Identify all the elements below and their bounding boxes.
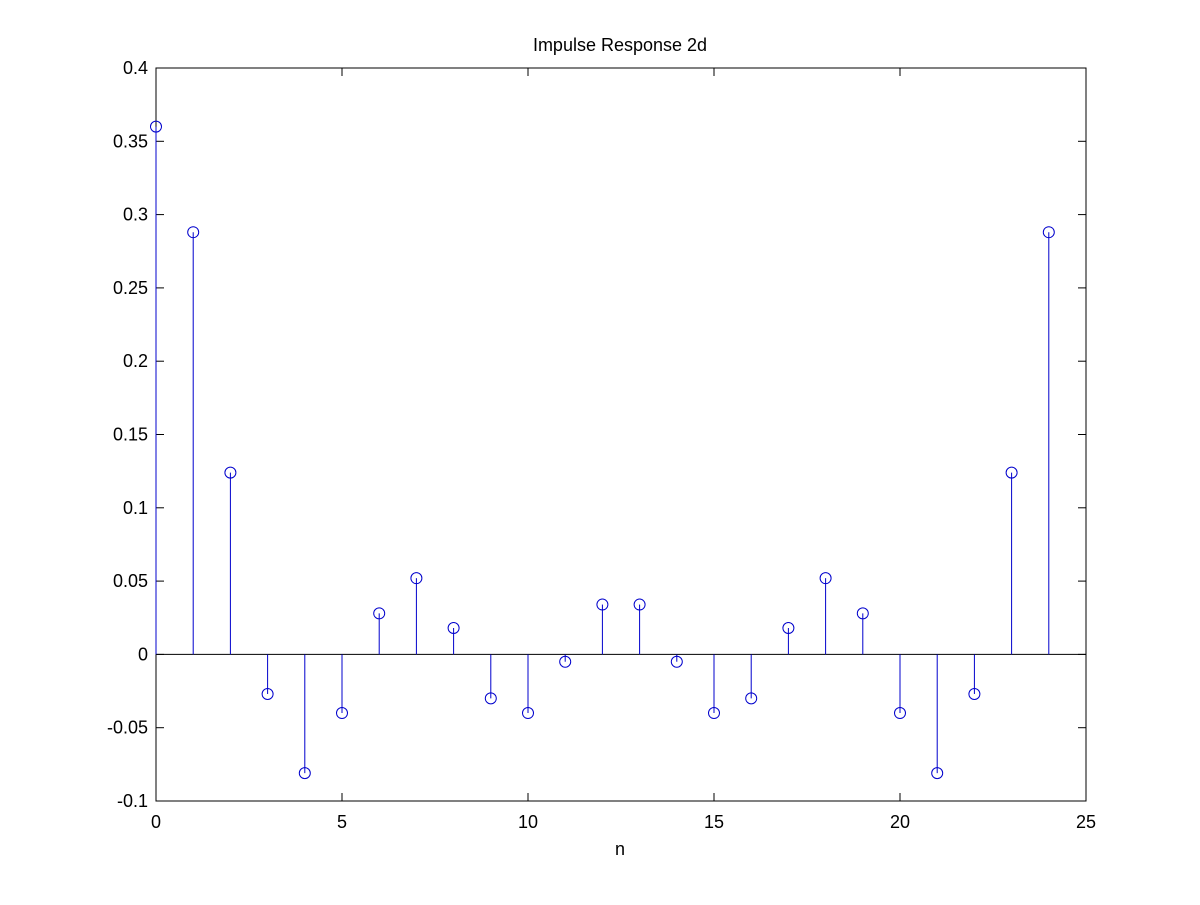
stem-marker [782,622,795,635]
stem-marker [968,687,981,700]
stem-marker [298,767,311,780]
stem-marker [596,598,609,611]
x-tick-label: 0 [151,812,161,832]
stem-marker [447,622,460,635]
stem-marker [819,572,832,585]
y-tick-label: 0.05 [113,571,148,591]
stem-marker [745,692,758,705]
stem-marker [410,572,423,585]
stem-marker [261,687,274,700]
y-tick-label: 0.3 [123,205,148,225]
y-tick-label: 0 [138,644,148,664]
y-tick-label: 0.2 [123,351,148,371]
y-tick-label: 0.15 [113,425,148,445]
y-tick-label: 0.35 [113,131,148,151]
stem-marker [894,707,906,720]
y-tick-label: 0.4 [123,58,148,78]
stem-marker [670,655,683,668]
chart-title: Impulse Response 2d [533,35,707,55]
stem-marker [522,707,534,720]
stem-marker [708,707,720,720]
stem-marker [856,607,869,620]
stem-marker [484,692,497,705]
y-tick-label: -0.1 [117,791,148,811]
x-tick-label: 10 [518,812,538,832]
stem-marker [559,655,572,668]
stem-marker [931,767,944,780]
x-tick-label: 20 [890,812,910,832]
stem-marker [633,598,646,611]
x-tick-label: 5 [337,812,347,832]
stem-marker [150,120,162,133]
y-tick-label: 0.1 [123,498,148,518]
stem-marker [224,466,237,479]
x-axis-label: n [615,839,625,859]
plot-area: 0 5 10 15 20 25 -0.1 -0.05 0 0.05 0.1 0.15 0.2 0.25 0.… [107,58,1096,832]
x-tick-label: 15 [704,812,724,832]
x-tick-label: 25 [1076,812,1096,832]
y-tick-label: 0.25 [113,278,148,298]
stem-marker [1005,466,1018,479]
stem-marker [187,226,200,239]
y-tick-label: -0.05 [107,718,148,738]
axes-box [155,67,1087,802]
stem-marker [373,607,386,620]
stem-marker [1042,226,1055,239]
stem-marker [336,707,348,720]
